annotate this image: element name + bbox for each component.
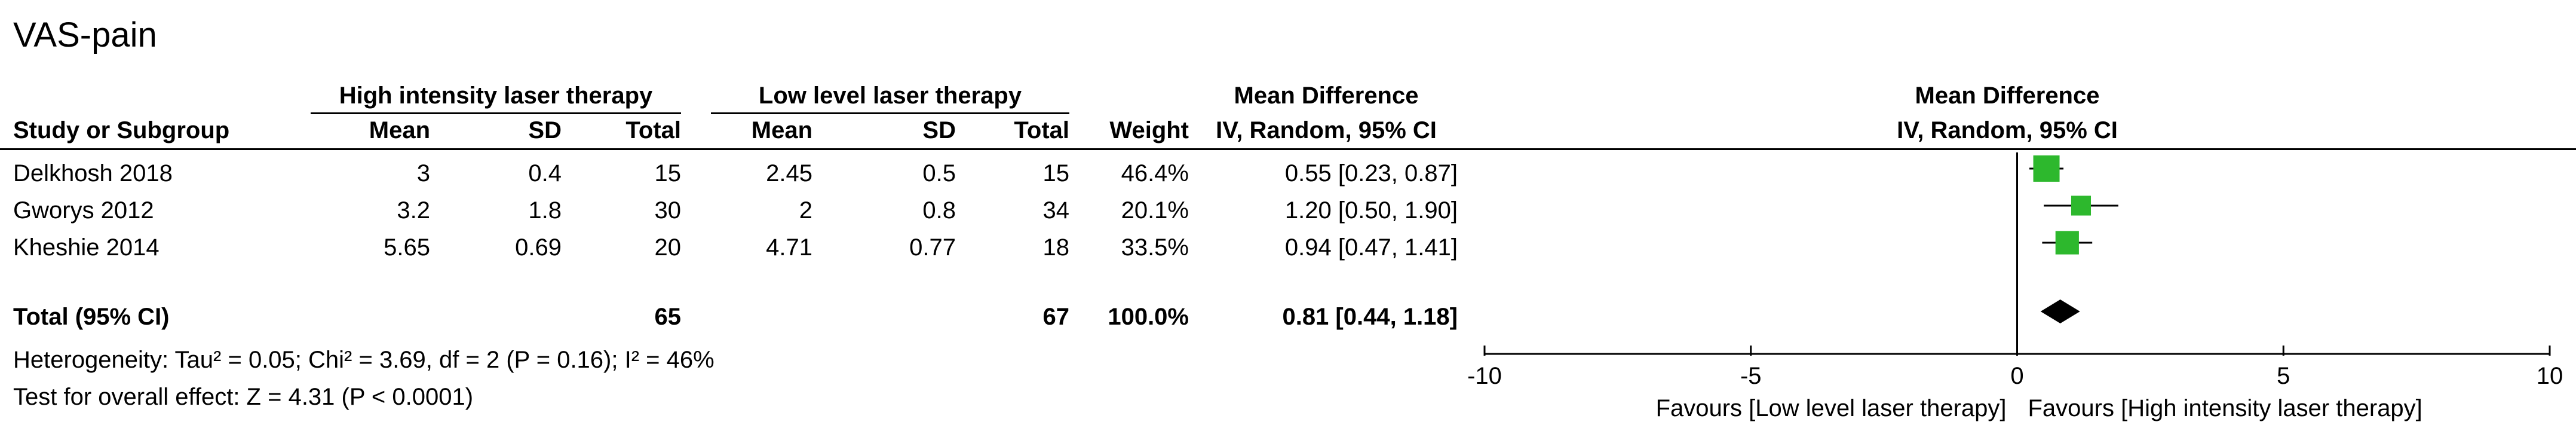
row-weight: 20.1% xyxy=(1121,197,1189,224)
row-total1: 15 xyxy=(654,160,682,187)
header-rule xyxy=(0,148,2576,150)
sd2-column-header: SD xyxy=(922,117,956,143)
study-point-estimate xyxy=(2071,195,2092,216)
total-weight: 100.0% xyxy=(1108,304,1189,330)
effect-column-header: IV, Random, 95% CI xyxy=(1216,117,1437,143)
x-tick-label: 10 xyxy=(2537,363,2563,389)
favours-right-label: Favours [High intensity laser therapy] xyxy=(2028,395,2422,421)
x-tick-label: 0 xyxy=(2010,363,2023,389)
row-weight: 46.4% xyxy=(1121,160,1189,187)
total-n2: 67 xyxy=(1042,304,1070,330)
pooled-estimate-diamond xyxy=(2040,299,2080,323)
x-tick-label: -5 xyxy=(1740,363,1762,389)
row-sd1: 1.8 xyxy=(528,197,562,224)
page-title: VAS-pain xyxy=(13,16,157,54)
row-ci: 1.20 [0.50, 1.90] xyxy=(1284,197,1458,224)
row-mean2: 2 xyxy=(799,197,812,224)
total-n1: 65 xyxy=(654,304,682,330)
row-study: Kheshie 2014 xyxy=(13,234,160,261)
group2-header: Low level laser therapy xyxy=(758,82,1022,109)
row-mean1: 5.65 xyxy=(384,234,430,261)
x-tick-label: -10 xyxy=(1467,363,1502,389)
row-mean2: 2.45 xyxy=(766,160,812,187)
total-ci: 0.81 [0.44, 1.18] xyxy=(1282,304,1458,330)
row-mean1: 3 xyxy=(416,160,430,187)
plot-column-header: IV, Random, 95% CI xyxy=(1897,117,2118,143)
study-point-estimate xyxy=(2055,231,2079,255)
effect-header-top: Mean Difference xyxy=(1234,82,1419,109)
row-total2: 34 xyxy=(1042,197,1070,224)
heterogeneity-text: Heterogeneity: Tau² = 0.05; Chi² = 3.69,… xyxy=(13,347,714,373)
x-tick-label: 5 xyxy=(2277,363,2290,389)
row-study: Gworys 2012 xyxy=(13,197,154,224)
row-sd1: 0.69 xyxy=(515,234,562,261)
row-total1: 30 xyxy=(654,197,682,224)
group1-header: High intensity laser therapy xyxy=(339,82,653,109)
total1-column-header: Total xyxy=(625,117,681,143)
favours-left-label: Favours [Low level laser therapy] xyxy=(1656,395,2007,421)
total2-column-header: Total xyxy=(1014,117,1069,143)
row-sd1: 0.4 xyxy=(528,160,562,187)
row-ci: 0.55 [0.23, 0.87] xyxy=(1284,160,1458,187)
mean1-column-header: Mean xyxy=(369,117,430,143)
row-ci: 0.94 [0.47, 1.41] xyxy=(1284,234,1458,261)
row-sd2: 0.8 xyxy=(922,197,956,224)
row-sd2: 0.5 xyxy=(922,160,956,187)
row-mean1: 3.2 xyxy=(397,197,430,224)
row-study: Delkhosh 2018 xyxy=(13,160,173,187)
row-total1: 20 xyxy=(654,234,682,261)
overall-effect-text: Test for overall effect: Z = 4.31 (P < 0… xyxy=(13,384,474,410)
total-label: Total (95% CI) xyxy=(13,304,170,330)
mean2-column-header: Mean xyxy=(751,117,812,143)
weight-column-header: Weight xyxy=(1109,117,1189,143)
group2-underline xyxy=(711,112,1069,114)
study-point-estimate xyxy=(2033,155,2060,182)
row-total2: 18 xyxy=(1042,234,1070,261)
row-total2: 15 xyxy=(1042,160,1070,187)
row-mean2: 4.71 xyxy=(766,234,812,261)
row-weight: 33.5% xyxy=(1121,234,1189,261)
sd1-column-header: SD xyxy=(528,117,562,143)
study-column-header: Study or Subgroup xyxy=(13,117,230,143)
group1-underline xyxy=(311,112,681,114)
row-sd2: 0.77 xyxy=(909,234,956,261)
plot-header-top: Mean Difference xyxy=(1915,82,2100,109)
